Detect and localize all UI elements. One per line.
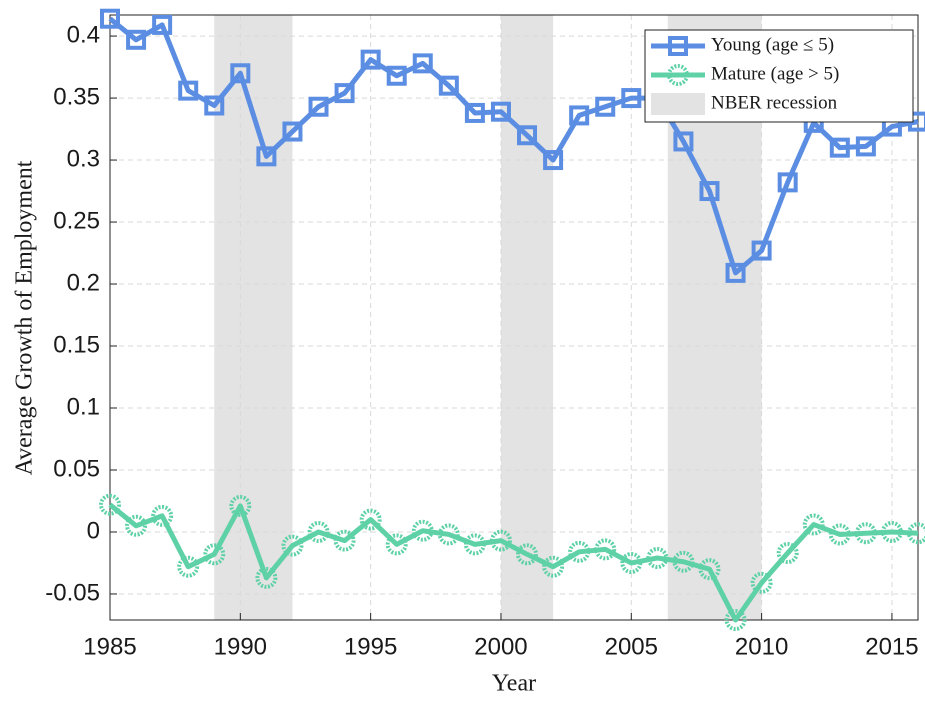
data-point	[386, 65, 407, 86]
data-point	[282, 121, 303, 142]
y-tick-label: 0.15	[53, 331, 100, 358]
data-point	[412, 53, 433, 74]
data-point	[464, 102, 485, 123]
y-tick-label: 0.05	[53, 455, 100, 482]
data-point	[854, 522, 877, 545]
x-tick-label: 1995	[344, 633, 397, 660]
data-point	[725, 262, 746, 283]
legend-label: Mature (age > 5)	[711, 63, 839, 84]
data-point	[256, 146, 277, 167]
data-point	[490, 101, 511, 122]
y-tick-label: 0.3	[67, 145, 100, 172]
series-line	[108, 16, 919, 276]
data-point	[463, 533, 486, 556]
y-tick-label: 0	[87, 517, 100, 544]
x-tick-label: 1985	[83, 633, 136, 660]
legend-label: NBER recession	[711, 92, 838, 113]
data-point	[673, 131, 694, 152]
x-tick-label: 1990	[214, 633, 267, 660]
data-point	[437, 523, 460, 546]
data-point	[359, 508, 382, 531]
data-point	[516, 543, 539, 566]
data-point	[594, 538, 617, 561]
data-point	[385, 533, 408, 556]
data-point	[777, 172, 798, 193]
data-point	[543, 150, 564, 171]
data-point	[802, 513, 825, 536]
data-point	[724, 609, 747, 631]
data-point	[281, 534, 304, 557]
data-point	[828, 523, 851, 546]
data-point	[672, 550, 695, 573]
data-point	[698, 558, 721, 581]
y-axis-label: Average Growth of Employment	[12, 160, 38, 475]
data-point	[204, 95, 225, 116]
data-point	[855, 136, 876, 157]
data-point	[177, 555, 200, 578]
data-point	[230, 63, 251, 84]
data-point	[751, 240, 772, 261]
data-point	[151, 504, 174, 527]
data-point	[333, 529, 356, 552]
data-point	[829, 137, 850, 158]
data-point	[125, 514, 148, 537]
data-point	[907, 522, 925, 545]
y-tick-label: 0.25	[53, 207, 100, 234]
data-point	[203, 543, 226, 566]
legend-marker	[667, 64, 689, 86]
data-point	[229, 494, 252, 517]
data-point	[334, 83, 355, 104]
data-point	[411, 519, 434, 542]
series-line	[108, 502, 919, 623]
data-point	[595, 96, 616, 117]
data-point	[255, 566, 278, 589]
data-point	[308, 96, 329, 117]
y-tick-label: 0.35	[53, 83, 100, 110]
data-point	[152, 14, 173, 35]
y-tick-label: 0.2	[67, 269, 100, 296]
data-point	[568, 540, 591, 563]
data-point	[750, 571, 773, 594]
data-point	[99, 493, 121, 516]
data-point	[699, 181, 720, 202]
data-point	[646, 547, 669, 570]
legend-swatch	[651, 93, 705, 115]
data-point	[438, 75, 459, 96]
data-point	[880, 520, 903, 543]
data-point	[126, 29, 147, 50]
x-tick-label: 2005	[605, 633, 658, 660]
data-point	[569, 105, 590, 126]
data-point	[776, 542, 799, 565]
x-axis-label: Year	[492, 671, 536, 697]
data-point	[517, 125, 538, 146]
y-tick-label: 0.1	[67, 393, 100, 420]
data-point	[307, 520, 330, 543]
x-tick-label: 2015	[865, 633, 918, 660]
y-tick-label: -0.05	[45, 579, 100, 606]
legend-marker	[668, 36, 688, 56]
plot-frame	[109, 14, 919, 621]
data-point	[178, 80, 199, 101]
data-point	[620, 551, 643, 574]
x-tick-label: 2010	[735, 633, 788, 660]
data-point	[360, 49, 381, 70]
y-tick-label: 0.4	[67, 21, 100, 48]
x-tick-label: 2000	[474, 633, 527, 660]
data-point	[489, 529, 512, 552]
data-point	[542, 555, 565, 578]
data-point	[621, 88, 642, 109]
data-point	[100, 8, 120, 29]
legend-label: Young (age ≤ 5)	[711, 34, 834, 55]
legend: Young (age ≤ 5) Mature (age > 5) NBER rece…	[644, 29, 914, 123]
